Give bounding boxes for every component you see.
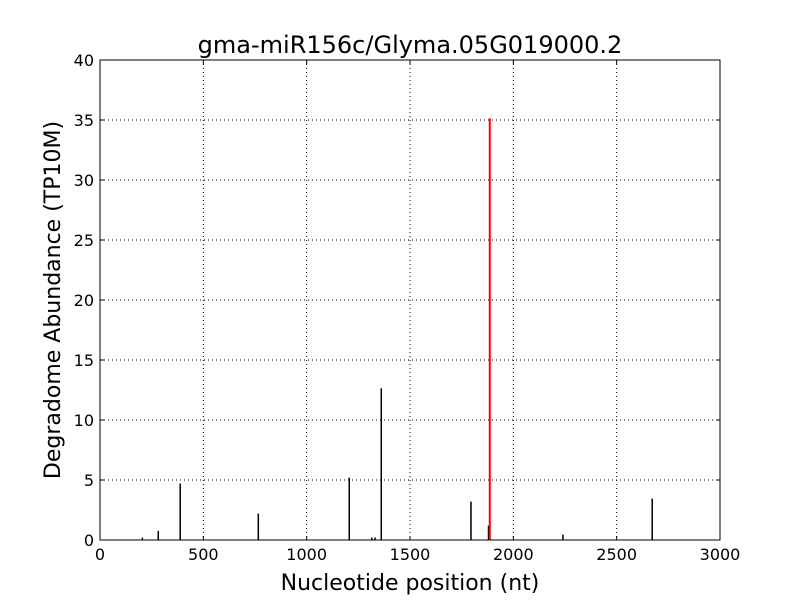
y-tick-label: 35 <box>74 111 94 130</box>
x-tick-label: 1000 <box>286 545 327 564</box>
grid <box>100 60 720 540</box>
y-tick-label: 5 <box>84 471 94 490</box>
ticks: 0 500 1000 1500 2000 2500 3000 0 5 10 15 20 25 30 35 40 <box>74 51 741 564</box>
y-tick-label: 20 <box>74 291 94 310</box>
y-tick-label: 0 <box>84 531 94 550</box>
y-tick-label: 40 <box>74 51 94 70</box>
x-axis-label: Nucleotide position (nt) <box>281 571 540 596</box>
x-tick-label: 1500 <box>390 545 431 564</box>
x-tick-label: 3000 <box>700 545 741 564</box>
y-tick-label: 10 <box>74 411 94 430</box>
y-axis-label: Degradome Abundance (TP10M) <box>41 121 66 479</box>
x-tick-label: 500 <box>188 545 219 564</box>
y-tick-label: 25 <box>74 231 94 250</box>
y-tick-label: 15 <box>74 351 94 370</box>
x-tick-label: 2000 <box>493 545 534 564</box>
bars <box>141 118 653 540</box>
x-tick-label: 2500 <box>596 545 637 564</box>
x-tick-label: 0 <box>95 545 105 564</box>
y-tick-label: 30 <box>74 171 94 190</box>
chart-title: gma-miR156c/Glyma.05G019000.2 <box>198 31 623 59</box>
